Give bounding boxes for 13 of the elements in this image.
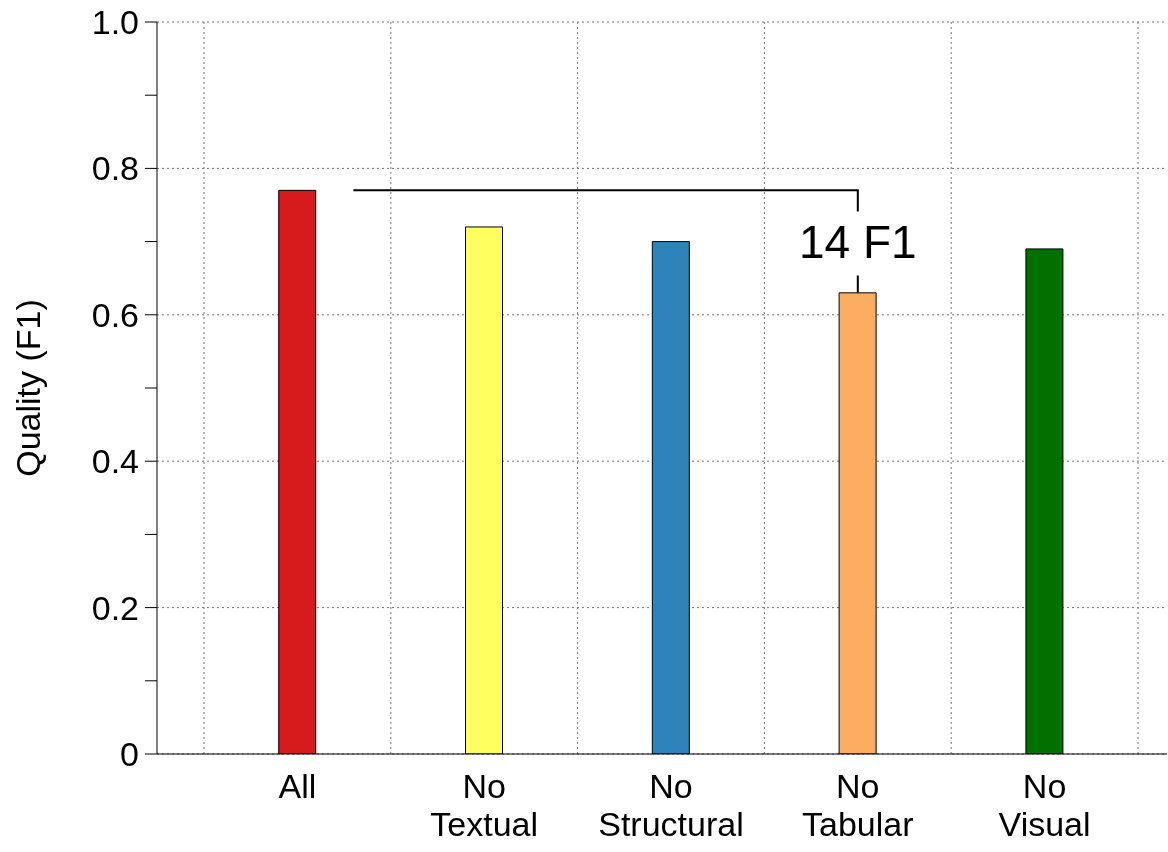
x-tick-label: No Textual	[430, 767, 539, 843]
x-tick-label: No Visual	[998, 767, 1091, 843]
annotation: 14 F1	[798, 215, 917, 268]
y-tick-label: 0.4	[91, 442, 139, 481]
y-tick-label: 0.2	[91, 588, 139, 627]
y-tick-label: 0.6	[91, 295, 139, 334]
x-tick-label: All	[278, 767, 317, 805]
y-axis-title: Quality (F1)	[9, 299, 48, 477]
y-tick-label: 0.8	[91, 149, 139, 188]
x-tick-label: No Structural	[598, 767, 744, 843]
y-tick-label: 0	[120, 735, 139, 773]
x-tick-label: No Tabular	[802, 767, 914, 843]
y-tick-label: 1.0	[91, 3, 139, 41]
